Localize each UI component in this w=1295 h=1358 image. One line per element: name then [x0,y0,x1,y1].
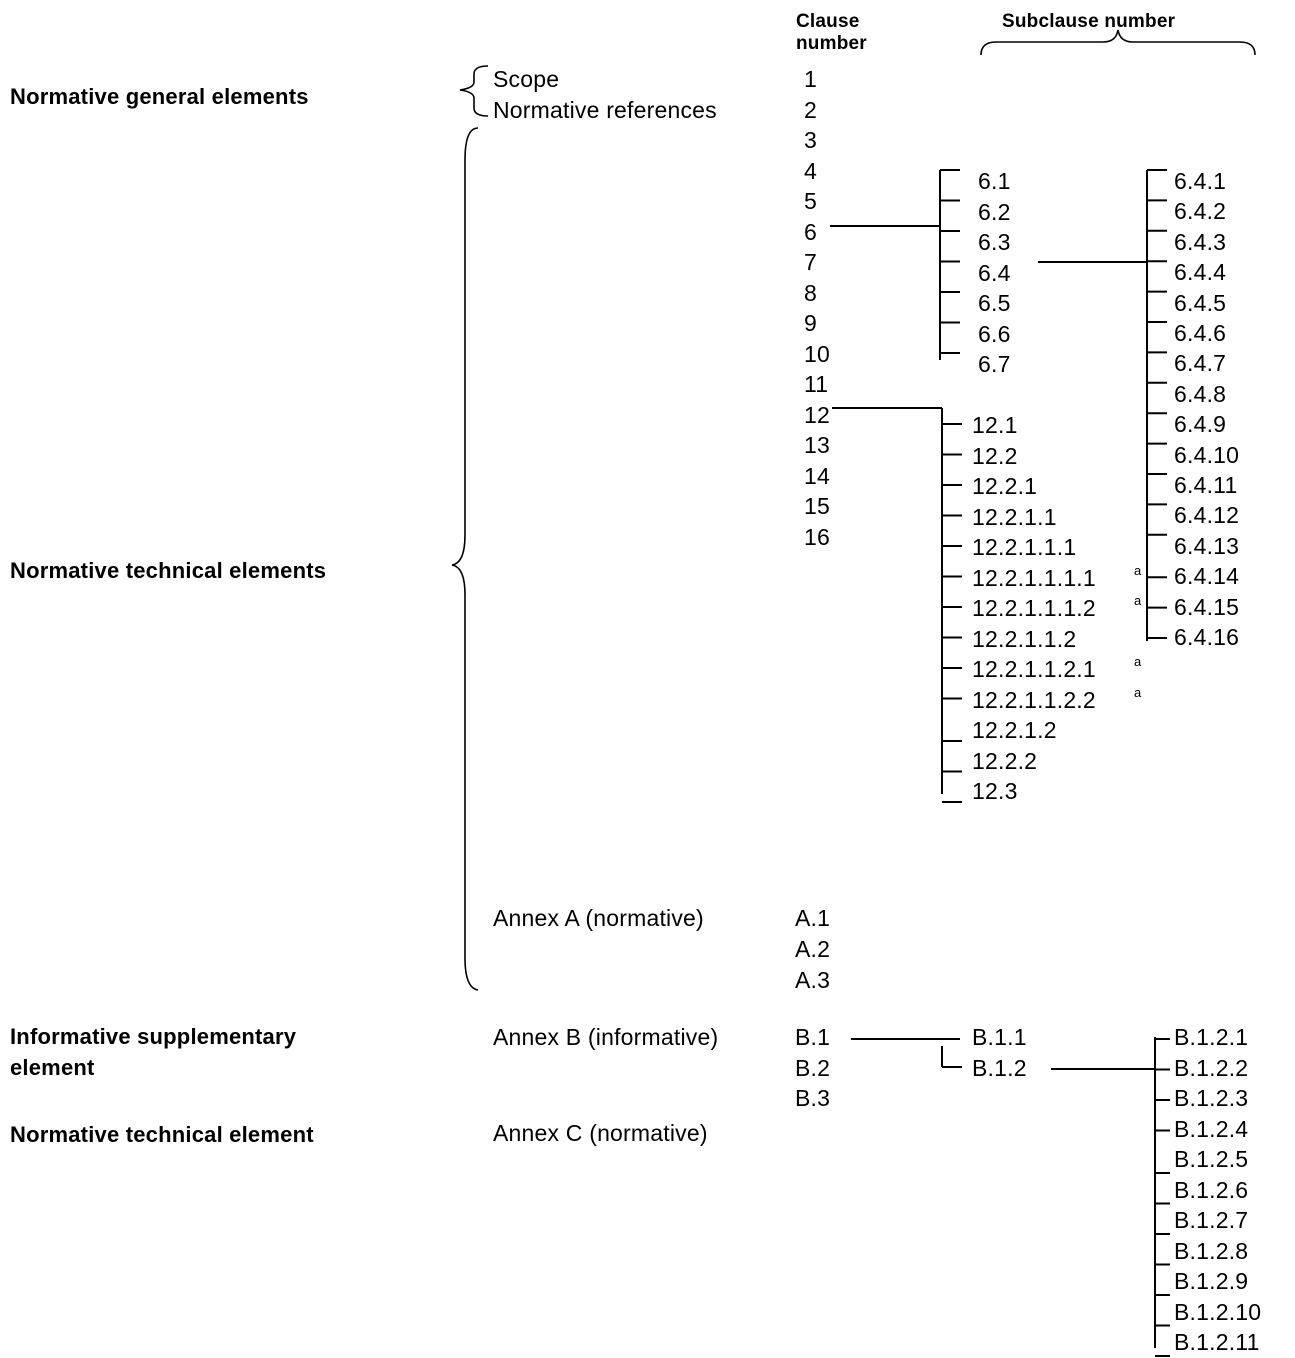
annex-b-clause-item: B.1 [795,1024,831,1050]
subclause-6-4-item: 6.4.4 [1174,259,1227,286]
technical-elements-brace [451,127,479,991]
subclause-6-4-item: 6.4.16 [1174,624,1240,650]
clause-number-item: 6 [804,218,817,245]
subclause-6-4-item: 6.4.11 [1174,472,1238,498]
subclause-12-item: 12.2.2 [972,747,1038,774]
subclause-6-4-item: 6.4.5 [1174,289,1227,316]
annex-a-clause-item: A.1 [795,905,831,931]
subclause-12-item: 12.2 [972,442,1018,469]
subclause-b1-item: B.1.1 [972,1024,1027,1050]
subclause-12-item: 12.2.1.2 [972,717,1057,743]
clause-number-item: 12 [804,401,830,428]
category-normative-technical: Normative technical elements [10,558,327,583]
general-elements-brace [459,65,489,117]
footnote-marker: a [1134,562,1142,578]
category-informative-line2: element [10,1055,95,1080]
subclause-b1-2-item: B.1.2.5 [1174,1146,1249,1172]
clause-number-item: 14 [804,462,830,489]
clause-number-item: 15 [804,493,830,519]
subclause-header-brace [980,29,1256,56]
category-informative-line1: Informative supplementary [10,1024,297,1049]
clause-number-item: 10 [804,340,830,367]
subclause-b1-2-item: B.1.2.6 [1174,1176,1249,1203]
subclause-12-item: 12.2.1.1.1.2 [972,595,1096,621]
subclause-6-4-item: 6.4.7 [1174,350,1227,377]
subclause-b1-2-item: B.1.2.2 [1174,1054,1249,1081]
subclause-12-item: 12.2.1.1 [972,503,1057,530]
clause-number-item: 8 [804,279,817,306]
subclause-12-item: 12.2.1.1.2.1 [972,656,1096,682]
clause-number-item: 1 [804,66,817,92]
subclause-12-item: 12.1 [972,412,1018,438]
annex-b-clause-item: B.2 [795,1054,831,1081]
category-normative-technical-single: Normative technical element [10,1122,314,1147]
clause-number-item: 3 [804,127,817,153]
subclause-6-item: 6.4 [978,259,1011,286]
footnote-marker: a [1134,684,1142,700]
annex-b-clause-item: B.3 [795,1085,831,1111]
subclause-b1-2-item: B.1.2.11 [1174,1329,1260,1355]
clause-number-header-line1: Clause [796,11,860,32]
subclause-b1-2-item: B.1.2.8 [1174,1237,1249,1264]
clause-number-item: 4 [804,157,817,184]
subclause-6-4-item: 6.4.8 [1174,380,1227,407]
subclause-b1-item: B.1.2 [972,1055,1027,1081]
category-normative-general: Normative general elements [10,84,309,109]
subclause-b1-2-item: B.1.2.1 [1174,1024,1249,1050]
subclause-b1-2-item: B.1.2.3 [1174,1085,1249,1111]
clause-number-header-line2: number [796,33,867,54]
subclause-6-4-item: 6.4.6 [1174,320,1227,346]
subclause-6-item: 6.2 [978,198,1011,225]
element-annex-b: Annex B (informative) [493,1024,719,1050]
subclause-12-item: 12.2.1 [972,473,1038,499]
clause-number-item: 5 [804,188,817,214]
subclause-12-item: 12.2.1.1.2.2 [972,686,1096,713]
subclause-6-item: 6.6 [978,320,1011,347]
subclause-number-header: Subclause number [1002,11,1176,32]
clause-number-item: 16 [804,523,830,550]
subclause-b1-2-item: B.1.2.9 [1174,1268,1249,1294]
subclause-6-4-item: 6.4.2 [1174,198,1227,225]
subclause-6-item: 6.3 [978,229,1011,255]
subclause-6-4-item: 6.4.14 [1174,563,1240,590]
subclause-6-4-item: 6.4.12 [1174,502,1240,529]
subclause-b1-2-item: B.1.2.10 [1174,1298,1262,1325]
subclause-12-item: 12.2.1.1.1 [972,534,1077,560]
clause-number-item: 11 [804,371,829,397]
subclause-b1-2-item: B.1.2.4 [1174,1115,1249,1142]
subclause-12-item: 12.2.1.1.2 [972,625,1077,652]
subclause-6-item: 6.7 [978,351,1011,377]
subclause-b1-2-item: B.1.2.7 [1174,1207,1249,1233]
clause-number-item: 9 [804,310,817,336]
element-normative-references: Normative references [493,97,717,123]
subclause-12-item: 12.2.1.1.1.1 [972,564,1096,591]
subclause-6-item: 6.5 [978,290,1011,316]
subclause-6-4-item: 6.4.9 [1174,411,1227,438]
element-annex-a: Annex A (normative) [493,905,704,931]
subclause-6-4-item: 6.4.15 [1174,593,1240,620]
subclause-6-4-item: 6.4.10 [1174,441,1240,468]
annex-a-clause-item: A.3 [795,967,831,993]
element-scope: Scope [493,66,560,92]
subclause-6-item: 6.1 [978,168,1011,194]
subclause-6-4-item: 6.4.13 [1174,532,1240,559]
subclause-12-item: 12.3 [972,778,1018,804]
clause-number-item: 7 [804,249,817,275]
clause-number-item: 2 [804,96,817,123]
footnote-marker: a [1134,654,1142,669]
footnote-marker: a [1134,593,1142,608]
clause-number-item: 13 [804,432,830,458]
annex-a-clause-item: A.2 [795,936,831,962]
subclause-6-4-item: 6.4.3 [1174,228,1227,255]
element-annex-c: Annex C (normative) [493,1120,708,1146]
subclause-6-4-item: 6.4.1 [1174,168,1227,194]
